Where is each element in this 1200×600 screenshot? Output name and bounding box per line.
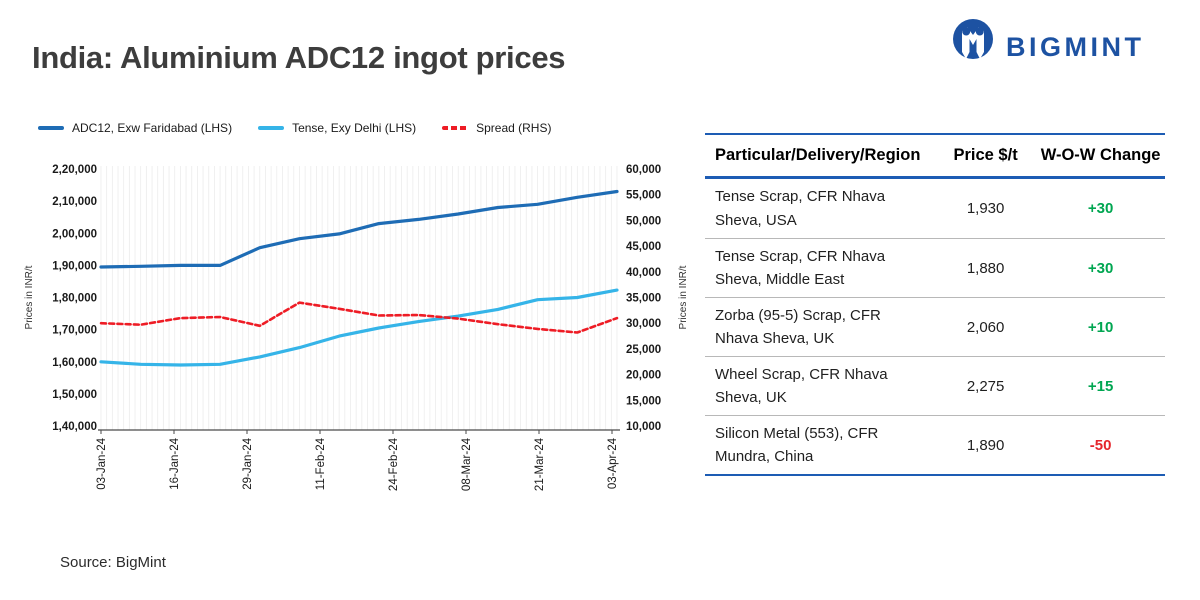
series-line-tense xyxy=(99,288,619,367)
table-row-0: Tense Scrap, CFR Nhava Sheva, USA 1,930 +3… xyxy=(705,179,1165,238)
right-axis-tick: 20,000 xyxy=(626,370,661,382)
source-note: Source: BigMint xyxy=(60,554,166,571)
legend-item-2: Spread (RHS) xyxy=(442,121,551,135)
table-row-1: Tense Scrap, CFR Nhava Sheva, Middle Eas… xyxy=(705,238,1165,297)
cell-price: 1,930 xyxy=(966,200,1005,217)
col-header-wow-change: W-O-W Change xyxy=(1040,146,1161,164)
x-axis-label: 08-Mar-24 xyxy=(461,437,473,491)
cell-particular: Tense Scrap, CFR Nhava Sheva, USA xyxy=(715,188,886,229)
series-line-spread xyxy=(99,301,619,334)
cell-wow-change: +30 xyxy=(1087,200,1114,217)
price-chart: 2,20,000 2,10,000 2,00,000 1,90,000 1,80,000… xyxy=(24,164,689,491)
right-axis-tick: 30,000 xyxy=(626,318,661,330)
table-row-4: Silicon Metal (553), CFR Mundra, China 1,… xyxy=(705,415,1165,474)
col-header-particular: Particular/Delivery/Region xyxy=(715,146,921,164)
x-axis-label: 11-Feb-24 xyxy=(315,437,327,490)
price-chart-panel: 2,20,000 2,10,000 2,00,000 1,90,000 1,80,000… xyxy=(20,130,700,526)
cell-wow-change: +10 xyxy=(1087,318,1114,336)
x-axis-label: 16-Jan-24 xyxy=(169,437,181,489)
cell-price: 1,890 xyxy=(966,436,1005,454)
right-axis-tick: 60,000 xyxy=(626,164,661,176)
left-axis-title: Prices in INR/t xyxy=(24,265,35,329)
left-axis-tick: 1,90,000 xyxy=(52,260,97,272)
right-axis-tick: 45,000 xyxy=(626,241,661,253)
x-axis-label: 29-Jan-24 xyxy=(242,437,254,489)
table-body: Tense Scrap, CFR Nhava Sheva, USA 1,930 +3… xyxy=(705,179,1165,474)
cell-particular: Tense Scrap, CFR Nhava Sheva, Middle Eas… xyxy=(715,247,886,288)
line-swatch xyxy=(258,126,285,130)
chart-legend: ADC12, Exw Faridabad (LHS) Tense, Exy Del… xyxy=(38,121,551,135)
table-row-2: Zorba (95-5) Scrap, CFR Nhava Sheva, UK 2… xyxy=(705,297,1165,356)
left-axis-tick: 1,60,000 xyxy=(52,357,97,369)
x-axis-label: 21-Mar-24 xyxy=(534,437,546,491)
table-row-3: Wheel Scrap, CFR Nhava Sheva, UK 2,275 +15 xyxy=(705,356,1165,415)
series-line-adc12 xyxy=(99,189,619,269)
right-axis-tick: 55,000 xyxy=(626,190,661,202)
cell-particular: Zorba (95-5) Scrap, CFR Nhava Sheva, UK xyxy=(715,306,881,347)
dashed-line-swatch xyxy=(442,126,469,130)
x-axis-label: 03-Jan-24 xyxy=(96,437,108,489)
x-axis-label: 24-Feb-24 xyxy=(388,437,400,491)
cell-wow-change: -50 xyxy=(1089,436,1112,454)
left-axis-tick: 2,00,000 xyxy=(52,228,97,240)
bigmint-mole-icon xyxy=(950,18,996,77)
brand-logo: BIGMINT xyxy=(950,18,1145,77)
cell-price: 2,060 xyxy=(966,318,1005,336)
left-axis-tick: 2,20,000 xyxy=(52,164,97,176)
right-axis-title: Prices in INR/t xyxy=(678,265,689,329)
left-axis-tick: 1,40,000 xyxy=(52,421,97,433)
brand-wordmark: BIGMINT xyxy=(1006,32,1145,62)
page-title: India: Aluminium ADC12 ingot prices xyxy=(32,40,566,75)
table-header-row: Particular/Delivery/Region Price $/t W-O… xyxy=(705,135,1165,179)
cell-price: 1,880 xyxy=(966,259,1005,277)
right-axis-tick: 25,000 xyxy=(626,344,661,356)
legend-label: ADC12, Exw Faridabad (LHS) xyxy=(72,121,233,135)
right-axis-tick: 40,000 xyxy=(626,267,661,279)
line-swatch xyxy=(38,126,64,130)
cell-particular: Wheel Scrap, CFR Nhava Sheva, UK xyxy=(715,365,888,406)
left-axis-tick: 1,70,000 xyxy=(52,325,97,337)
legend-item-1: Tense, Exy Delhi (LHS) xyxy=(258,121,416,135)
left-axis-tick: 2,10,000 xyxy=(52,196,97,208)
x-axis-label: 03-Apr-24 xyxy=(607,437,619,489)
cell-wow-change: +30 xyxy=(1087,259,1114,277)
right-axis-tick: 15,000 xyxy=(626,395,661,407)
legend-label: Tense, Exy Delhi (LHS) xyxy=(292,121,417,135)
right-axis-tick: 35,000 xyxy=(626,293,661,305)
left-axis-tick: 1,80,000 xyxy=(52,293,97,305)
cell-wow-change: +15 xyxy=(1087,377,1114,395)
cell-price: 2,275 xyxy=(966,377,1005,395)
col-header-price: Price $/t xyxy=(953,146,1018,164)
left-axis-tick: 1,50,000 xyxy=(52,389,97,401)
scrap-price-table: Particular/Delivery/Region Price $/t W-O… xyxy=(705,133,1165,476)
right-axis-tick: 10,000 xyxy=(626,421,661,433)
cell-particular: Silicon Metal (553), CFR Mundra, China xyxy=(715,424,879,465)
right-axis-tick: 50,000 xyxy=(626,215,661,227)
legend-item-0: ADC12, Exw Faridabad (LHS) xyxy=(38,121,232,135)
legend-label: Spread (RHS) xyxy=(476,121,552,135)
